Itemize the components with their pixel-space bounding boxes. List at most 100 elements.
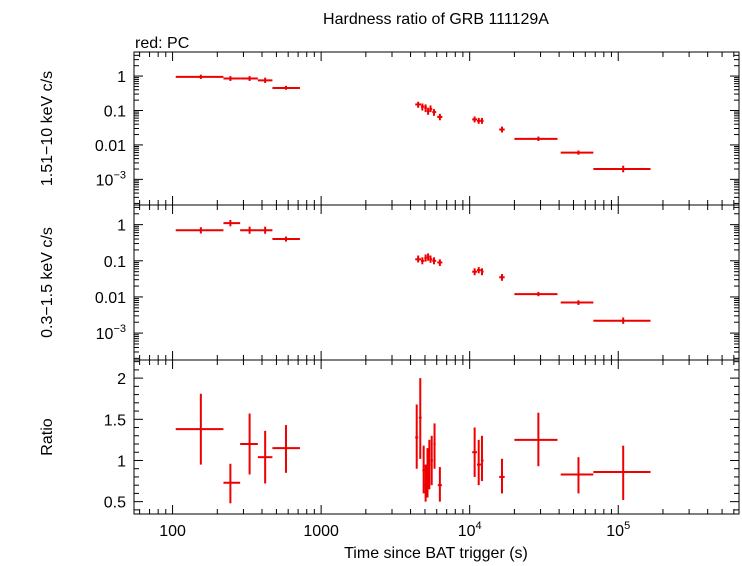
panel-2: 1 0.1 0.01 10−3 0.3−1.5 keV c/s [39,204,740,361]
x-tick-label-text: 1000 [303,523,339,540]
panel-1: 1 0.1 0.01 10−3 1.51−10 keV c/s [39,51,740,206]
data-point [223,463,241,504]
data-point [480,268,484,276]
y-tick-label-text: 1.5 [104,412,126,429]
y-tick-label-text: 0.01 [95,138,126,155]
data-point [272,85,300,90]
x-tick-label: 1000 [303,523,339,540]
data-point [175,393,224,465]
data-point [437,113,443,121]
x-tick-label-exponent: 4 [476,520,482,532]
data-point [415,255,421,263]
data-point [240,413,258,475]
data-point [422,445,425,494]
data-point [420,257,425,265]
data-point [223,76,241,81]
y-tick-label-text: 1 [117,218,126,235]
y-tick-label-text: 0.01 [95,290,126,307]
data-point [426,107,430,115]
y-tick-label-exponent: −3 [113,323,126,335]
y-tick-label-text: 0.5 [104,495,126,512]
data-point [175,74,224,80]
x-tick-label: 100 [159,523,186,540]
data-point [499,274,505,281]
data-point [514,291,558,297]
x-tick-label-text: 10 [606,523,624,540]
data-point [429,255,433,263]
y-tick-label: 0.01 [95,138,126,155]
data-point [480,117,484,124]
y-tick-label: 1 [117,218,126,235]
data-point [514,136,558,142]
data-point [560,300,594,305]
data-point [593,445,651,500]
y-tick-label: 1 [117,453,126,470]
data-point [476,117,481,124]
data-point [272,425,300,473]
x-tick-label-text: 100 [159,523,186,540]
data-point [415,404,419,469]
y-tick-label: 0.1 [104,254,126,271]
panel-frame [133,204,740,361]
y-axis-label: 0.3−1.5 keV c/s [39,227,56,338]
data-point [429,105,433,113]
data-point [257,77,273,83]
data-point [514,412,558,467]
data-point [415,101,421,108]
y-tick-label-text: 1 [117,69,126,86]
data-point [240,76,258,81]
y-tick-label-text: 10 [96,326,114,343]
panel-3: 0.5 1 1.5 2 Ratio [39,359,740,515]
x-axis-label: Time since BAT trigger (s) [344,545,528,562]
data-point [420,103,425,111]
data-point [426,253,430,261]
data-point [418,378,422,459]
data-point [560,457,594,494]
data-point [430,435,433,486]
data-point [593,317,651,324]
data-point [424,104,427,113]
data-point [437,259,443,266]
data-point [499,458,505,494]
data-point [426,448,429,498]
y-tick-label-text: 0.1 [104,103,126,120]
y-tick-label-exponent: −3 [113,169,126,181]
panel-frame [133,359,740,515]
data-point [424,464,427,502]
data-point [257,226,273,234]
y-tick-label: 0.1 [104,103,126,120]
data-point [476,267,481,274]
x-tick-label: 105 [606,520,630,540]
data-point [472,116,477,123]
data-point [432,257,437,265]
x-tick-label-exponent: 5 [624,520,630,532]
y-tick-label-text: 0.1 [104,254,126,271]
y-tick-label: 1.5 [104,412,126,429]
y-axis-label: Ratio [39,418,56,455]
chart-subtitle: red: PC [135,35,189,52]
data-point [499,126,505,133]
panel-frame [133,51,740,206]
data-point [593,165,651,173]
data-point [560,150,594,155]
y-tick-label: 0.5 [104,495,126,512]
data-point [437,467,442,502]
y-tick-label-text: 1 [117,453,126,470]
data-point [432,109,437,116]
y-tick-label-text: 2 [117,371,126,388]
x-tick-label: 104 [458,520,482,540]
y-axis-label: 1.51−10 keV c/s [39,71,56,186]
y-tick-label: 2 [117,371,126,388]
data-point [175,227,224,234]
data-point [424,254,427,262]
y-tick-label: 10−3 [96,169,126,189]
y-tick-label: 1 [117,69,126,86]
data-point [240,226,258,234]
data-point [433,423,436,469]
y-tick-label-text: 10 [96,172,114,189]
data-point [472,268,477,276]
data-point [476,439,481,486]
x-tick-label-text: 10 [458,523,476,540]
